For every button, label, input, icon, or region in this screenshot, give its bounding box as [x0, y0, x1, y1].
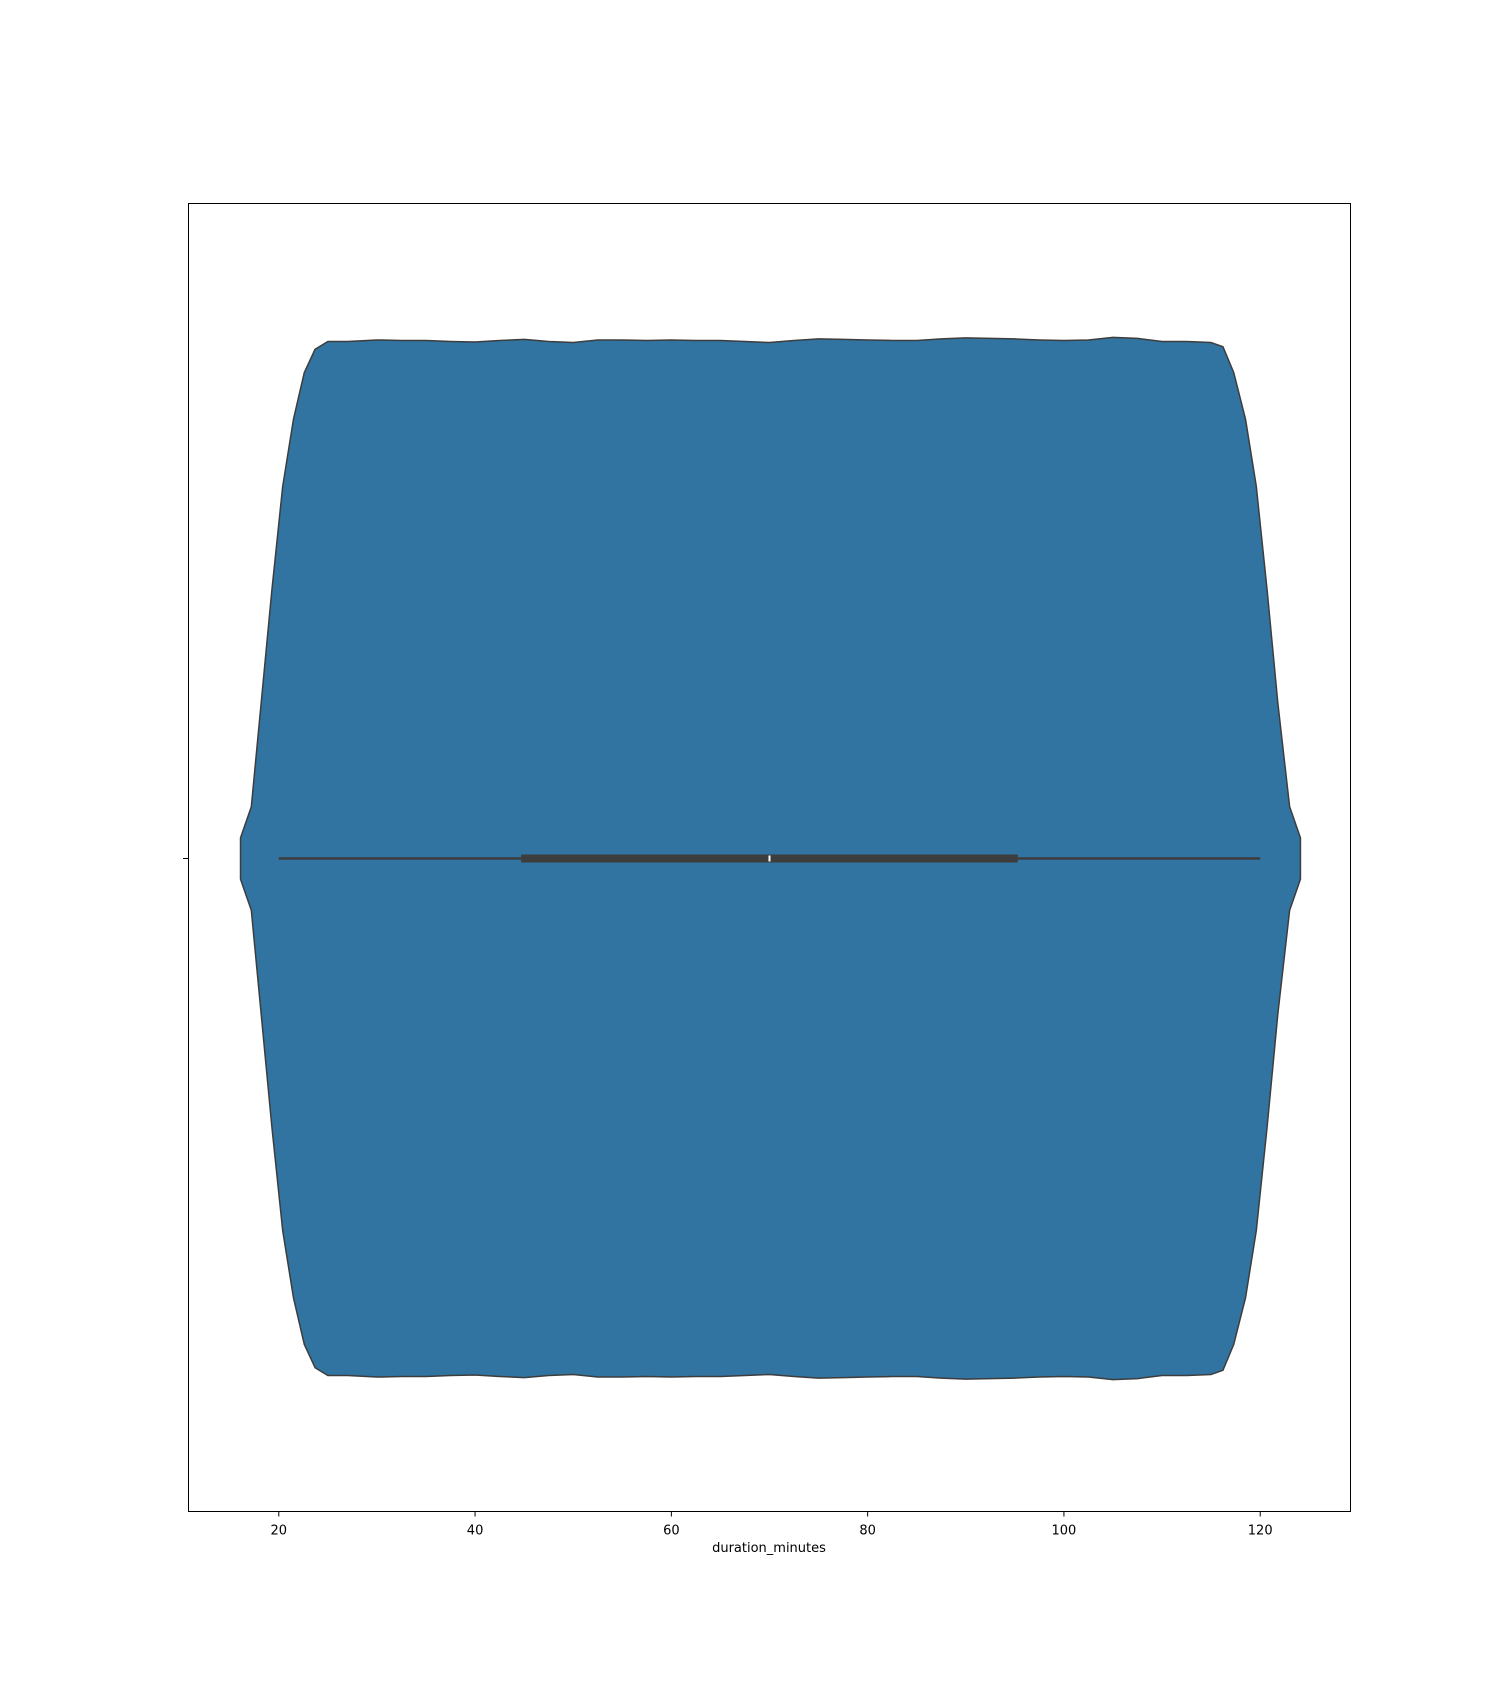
x-axis: 20 40 60 80 100 120	[271, 1511, 1273, 1539]
x-tick-label: 80	[859, 1524, 876, 1539]
x-axis-label: duration_minutes	[712, 1541, 826, 1556]
x-tick-label: 100	[1052, 1524, 1077, 1539]
x-tick-label: 40	[467, 1524, 484, 1539]
x-tick-label: 120	[1248, 1524, 1273, 1539]
x-tick-label: 60	[663, 1524, 680, 1539]
inner-box-layer	[278, 854, 1261, 863]
plot-frame	[188, 203, 1351, 1512]
x-tick-label: 20	[271, 1524, 288, 1539]
